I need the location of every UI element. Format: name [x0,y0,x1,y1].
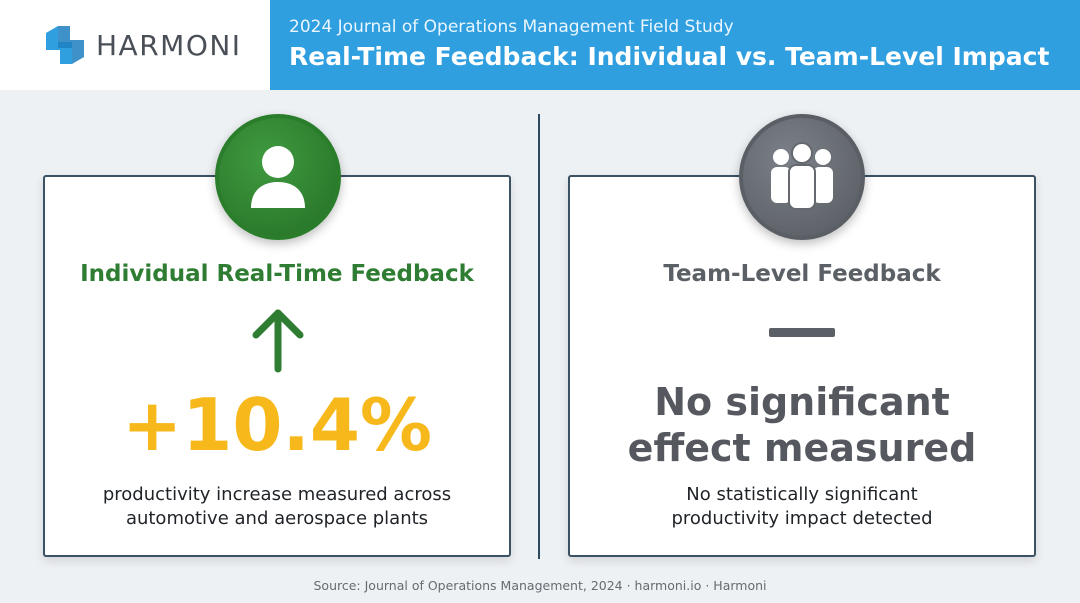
arrow-up-icon [252,309,304,373]
dash-icon [769,328,835,337]
team-description-line2: productivity impact detected [671,508,933,529]
individual-description-line2: automotive and aerospace plants [125,508,429,529]
header: HARMONI 2024 Journal of Operations Manag… [0,0,1080,90]
team-description-line1: No statistically significant [686,484,918,505]
center-divider [538,114,540,559]
title-banner: 2024 Journal of Operations Management Fi… [270,0,1080,90]
individual-badge [215,114,341,240]
page-title: Real-Time Feedback: Individual vs. Team-… [289,42,1050,71]
team-description: No statistically significant productivit… [570,483,1034,531]
team-headline-line2: effect measured [627,426,977,470]
team-badge [739,114,865,240]
individual-description-line1: productivity increase measured across [102,484,452,505]
team-headline: No significant effect measured [570,379,1034,471]
group-icon [771,142,833,210]
brand-name: HARMONI [96,28,242,62]
harmoni-logo-icon [46,26,84,64]
person-icon [251,146,305,208]
individual-card-title: Individual Real-Time Feedback [80,261,474,287]
team-headline-line1: No significant [654,380,950,424]
team-card-title: Team-Level Feedback [663,261,941,287]
brand-logo[interactable]: HARMONI [0,0,270,90]
individual-description: productivity increase measured across au… [45,483,509,531]
header-subtitle: 2024 Journal of Operations Management Fi… [289,17,734,37]
source-footer: Source: Journal of Operations Management… [313,578,767,593]
productivity-increase-value: +10.4% [121,383,433,467]
